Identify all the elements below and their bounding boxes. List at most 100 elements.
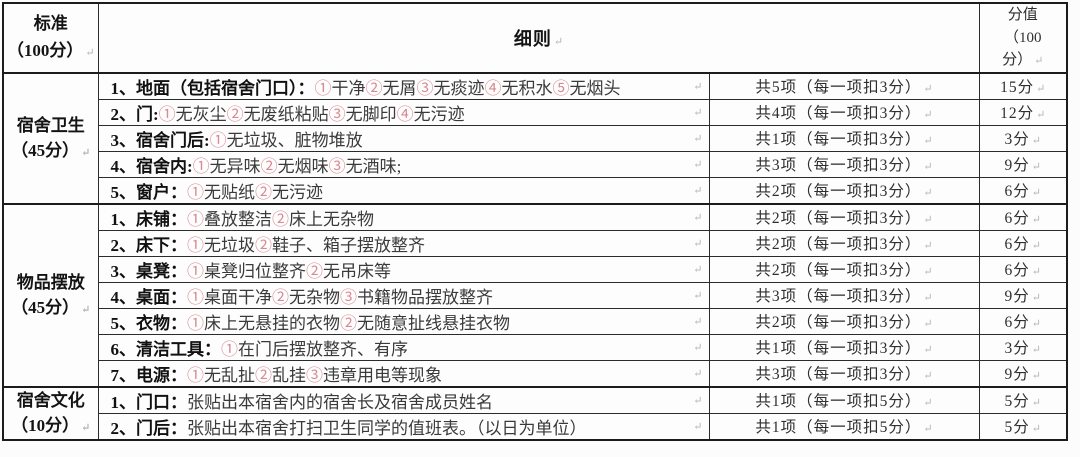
row-label: 1、门口：: [110, 392, 188, 412]
table-row: 物品摆放 （45分） ↵ ↵ 1、床铺：①叠放整洁②床上无杂物 共2项（每一项扣3分…: [2, 202, 1068, 387]
detail-cell: ↵ 4、宿舍内:①无异味②无烟味③无酒味;: [97, 150, 710, 178]
detail-cell: ↵ 1、床铺：①叠放整洁②床上无杂物: [97, 202, 710, 231]
paragraph-mark-icon: ↵: [1031, 135, 1041, 147]
row-items: ①无垃圾、脏物堆放: [209, 130, 363, 150]
score-value: 6分: [1004, 314, 1030, 331]
detail-cell: ↵ 5、窗户：①无贴纸②无污迹: [97, 176, 710, 204]
paragraph-mark-icon: ↵: [923, 83, 933, 95]
item-count-cell: 共3项（每一项扣3分） ↵: [708, 359, 980, 387]
row-label: 7、电源：: [110, 365, 188, 385]
paragraph-mark-icon: ↵: [923, 109, 933, 121]
item-count-cell: 共1项（每一项扣3分） ↵: [708, 333, 980, 361]
score-value: 9分: [1004, 157, 1030, 174]
score-cell: 9分 ↵: [978, 359, 1068, 387]
row-items: ①床上无悬挂的衣物②无随意扯线悬挂衣物: [187, 313, 510, 333]
row-items: ①在门后摆放整齐、有序: [221, 339, 408, 359]
row-items: ①干净②无屑③无痰迹④无积水⑤无烟头: [314, 78, 621, 98]
paragraph-mark-icon: ↵: [1031, 397, 1041, 409]
row-label: 5、衣物：: [110, 313, 188, 333]
paragraph-mark-icon: ↵: [1036, 109, 1046, 121]
paragraph-mark-icon: ↵: [923, 161, 933, 173]
detail-cell: ↵ 6、清洁工具：①在门后摆放整齐、有序: [97, 333, 710, 361]
paragraph-mark-icon: ↵: [81, 147, 91, 159]
paragraph-mark-icon: ↵: [923, 370, 933, 382]
row-items: ①无灰尘②无废纸粘贴③无脚印④无污迹: [158, 104, 465, 124]
paragraph-mark-icon: ↵: [1031, 423, 1041, 435]
detail-cell: ↵ 3、桌凳：①桌凳归位整齐②无吊床等: [97, 255, 710, 283]
score-cell: 6分 ↵: [978, 176, 1068, 204]
paragraph-mark-icon: ↵: [923, 344, 933, 356]
paragraph-mark-icon: ↵: [81, 304, 91, 316]
paragraph-mark-icon: ↵: [923, 292, 933, 304]
item-count: 共1项（每一项扣3分）: [755, 340, 922, 357]
score-cell: 3分 ↵: [978, 333, 1068, 361]
paragraph-mark-icon: ↵: [1031, 161, 1041, 173]
score-value: 6分: [1004, 262, 1030, 279]
detail-cell: ↵ 2、床下：①无垃圾②鞋子、箱子摆放整齐: [97, 229, 710, 257]
paragraph-mark-icon: ↵: [923, 423, 933, 435]
row-label: 5、窗户：: [110, 182, 188, 202]
paragraph-mark-icon: ↵: [693, 211, 703, 224]
item-count: 共3项（每一项扣3分）: [755, 366, 922, 383]
item-count-cell: 共1项（每一项扣5分） ↵: [708, 412, 980, 440]
paragraph-mark-icon: ↵: [923, 187, 933, 199]
paragraph-mark-icon: ↵: [693, 289, 703, 302]
paragraph-mark-icon: ↵: [923, 214, 933, 226]
score-value: 5分: [1004, 393, 1030, 410]
row-items: ①无乱扯②乱挂③违章用电等现象: [187, 365, 442, 385]
item-count: 共1项（每一项扣3分）: [755, 131, 922, 148]
section-label-items: 物品摆放 （45分） ↵: [2, 202, 99, 387]
paragraph-mark-icon: ↵: [553, 35, 564, 48]
paragraph-mark-icon: ↵: [1031, 292, 1041, 304]
score-value: 3分: [1004, 131, 1030, 148]
paragraph-mark-icon: ↵: [693, 106, 703, 119]
table-row: ↵ 3、桌凳：①桌凳归位整齐②无吊床等 共2项（每一项扣3分） ↵ 6分 ↵: [3, 255, 1068, 283]
row-items: ①桌面干净②无杂物③书籍物品摆放整齐: [187, 287, 493, 307]
detail-cell: ↵ 7、电源：①无乱扯②乱挂③违章用电等现象: [97, 359, 710, 387]
score-value: 9分: [1004, 288, 1030, 305]
header-score-cell: 分值 （100 分） ↵: [978, 2, 1068, 74]
item-count: 共2项（每一项扣3分）: [755, 262, 922, 279]
paragraph-mark-icon: ↵: [923, 266, 933, 278]
paragraph-mark-icon: ↵: [81, 422, 91, 434]
score-cell: 6分 ↵: [978, 202, 1068, 231]
item-count-cell: 共2项（每一项扣3分） ↵: [708, 255, 980, 283]
header-standard-cell: 标准 （100分） ↵: [2, 2, 99, 74]
paragraph-mark-icon: ↵: [1031, 240, 1041, 252]
score-value: 9分: [1004, 366, 1030, 383]
row-items: ①叠放整洁②床上无杂物: [187, 209, 374, 229]
table-row: ↵ 5、衣物：①床上无悬挂的衣物②无随意扯线悬挂衣物 共2项（每一项扣3分） ↵ 6…: [3, 307, 1068, 335]
item-count: 共5项（每一项扣3分）: [755, 79, 922, 96]
score-value: 6分: [1004, 183, 1030, 200]
score-cell: 6分 ↵: [978, 307, 1068, 335]
paragraph-mark-icon: ↵: [1031, 344, 1041, 356]
score-cell: 5分 ↵: [978, 385, 1068, 414]
paragraph-mark-icon: ↵: [1034, 55, 1044, 67]
row-items: ①桌凳归位整齐②无吊床等: [187, 261, 391, 281]
paragraph-mark-icon: ↵: [85, 46, 95, 59]
paragraph-mark-icon: ↵: [1031, 266, 1041, 278]
paragraph-mark-icon: ↵: [1031, 214, 1041, 226]
detail-cell: ↵ 2、门:①无灰尘②无废纸粘贴③无脚印④无污迹: [97, 98, 710, 126]
score-value: 5分: [1004, 419, 1030, 436]
row-items: 张贴出本宿舍打扫卫生同学的值班表。（以日为单位）: [187, 418, 587, 438]
paragraph-mark-icon: ↵: [693, 132, 703, 145]
section-label: 宿舍卫生 （45分）: [11, 115, 85, 161]
score-value: 6分: [1004, 210, 1030, 227]
item-count: 共3项（每一项扣3分）: [755, 157, 922, 174]
row-label: 3、宿舍门后:: [110, 130, 210, 150]
item-count-cell: 共3项（每一项扣3分） ↵: [708, 150, 980, 178]
row-label: 2、门:: [110, 104, 159, 124]
detail-cell: ↵ 4、桌面：①桌面干净②无杂物③书籍物品摆放整齐: [97, 281, 710, 309]
paragraph-mark-icon: ↵: [693, 341, 703, 354]
item-count: 共1项（每一项扣5分）: [755, 419, 922, 436]
item-count-cell: 共5项（每一项扣3分） ↵: [708, 71, 980, 100]
paragraph-mark-icon: ↵: [923, 318, 933, 330]
row-label: 1、床铺：: [110, 209, 188, 229]
score-cell: 3分 ↵: [978, 124, 1068, 152]
table-row: ↵ 6、清洁工具：①在门后摆放整齐、有序 共1项（每一项扣3分） ↵ 3分 ↵: [3, 333, 1068, 361]
item-count-cell: 共1项（每一项扣5分） ↵: [708, 385, 980, 414]
paragraph-mark-icon: ↵: [693, 263, 703, 276]
item-count-cell: 共4项（每一项扣3分） ↵: [708, 98, 980, 126]
paragraph-mark-icon: ↵: [693, 237, 703, 250]
